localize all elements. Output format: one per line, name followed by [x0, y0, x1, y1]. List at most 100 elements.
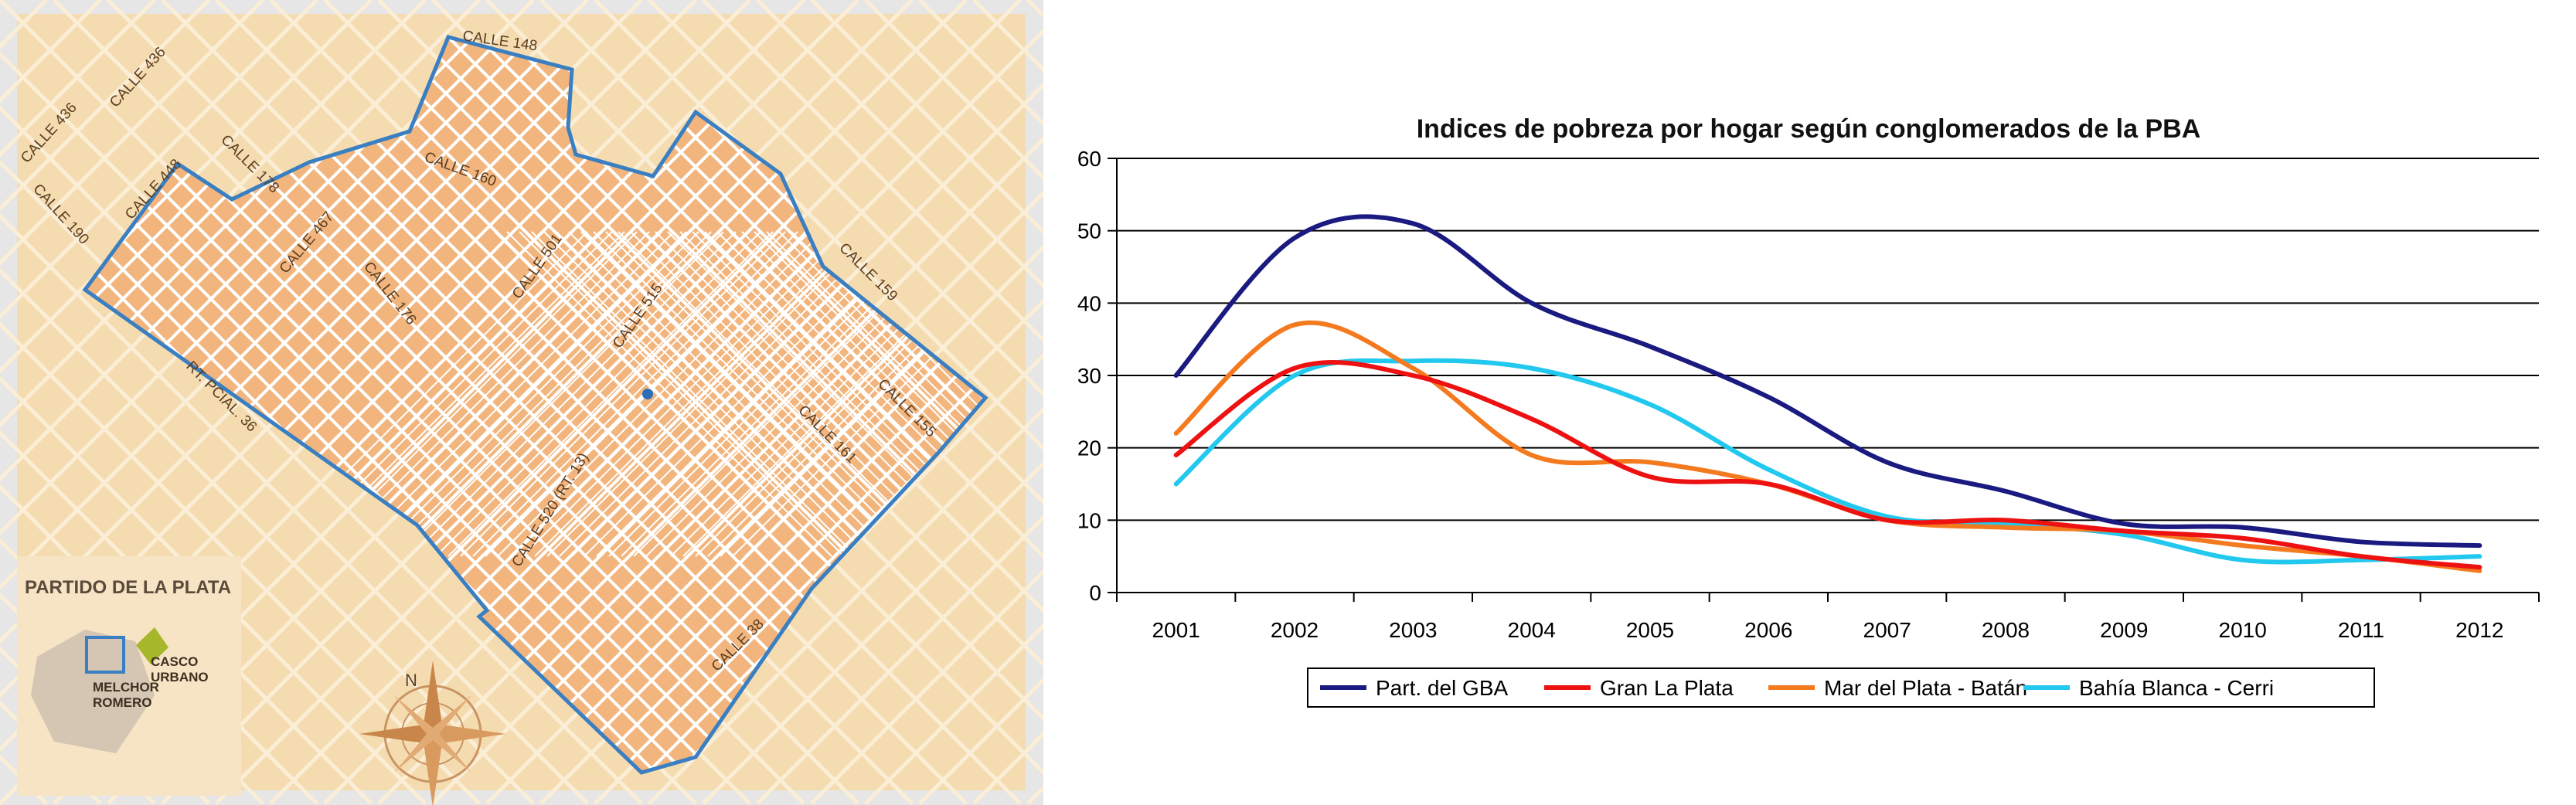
- street-line: [85, 37, 658, 773]
- street-line: [0, 0, 481, 482]
- street-line: [778, 231, 985, 557]
- street-line: [810, 0, 1043, 235]
- street-line: [0, 0, 11, 803]
- series-line: [1173, 214, 2482, 549]
- series-line: [1173, 358, 2482, 565]
- x-tick-label: 2001: [1152, 618, 1200, 642]
- x-tick-label: 2009: [2100, 618, 2148, 642]
- inset-melchor-label: ROMERO: [93, 695, 152, 710]
- street-line: [648, 0, 1043, 397]
- x-tick-label: 2003: [1389, 618, 1437, 642]
- street-line: [559, 231, 885, 557]
- street-line: [534, 231, 860, 557]
- street-line: [519, 231, 845, 557]
- map-panel: CALLE 148 CALLE 436 CALLE 436 CALLE 448 …: [0, 0, 1043, 805]
- street-line: [0, 0, 210, 212]
- street-line: [744, 231, 985, 557]
- street-line: [506, 231, 832, 557]
- street-line: [702, 0, 1043, 343]
- y-tick-label: 10: [1077, 508, 1101, 532]
- street-line: [498, 37, 985, 773]
- street-line: [864, 623, 1043, 805]
- street-line: [361, 231, 687, 557]
- inset-melchor-label: MELCHOR: [93, 680, 159, 695]
- inset-casco-marker: [136, 627, 168, 664]
- street-line: [439, 37, 985, 773]
- street-line: [741, 231, 985, 557]
- street-line: [423, 231, 749, 557]
- inset-title: PARTIDO DE LA PLATA: [25, 577, 231, 598]
- street-line: [522, 231, 848, 557]
- x-tick-label: 2011: [2338, 618, 2384, 642]
- street-line: [435, 231, 761, 557]
- legend-label: Mar del Plata - Batán: [1824, 676, 2027, 700]
- street-line: [497, 231, 823, 557]
- street-line: [0, 0, 373, 374]
- y-tick-label: 30: [1077, 364, 1101, 388]
- x-tick-label: 2004: [1508, 618, 1556, 642]
- street-line: [571, 231, 897, 557]
- street-line: [0, 0, 318, 320]
- chart-legend: Part. del GBA Gran La Plata Mar del Plata …: [1307, 667, 2375, 708]
- street-line: [586, 37, 985, 773]
- series-line: [1173, 360, 2482, 570]
- street-line: [543, 231, 869, 557]
- street-line: [605, 231, 931, 557]
- street-line: [349, 231, 675, 557]
- street-line: [720, 231, 985, 557]
- street-line: [864, 0, 1043, 181]
- inset-casco-label: URBANO: [151, 670, 209, 684]
- district-border: [82, 35, 989, 775]
- street-line: [0, 0, 11, 803]
- x-tick-label: 2008: [1982, 618, 2030, 642]
- street-line: [729, 231, 985, 557]
- street-line: [386, 231, 712, 557]
- y-tick-label: 50: [1077, 219, 1101, 243]
- street-line: [586, 37, 985, 773]
- street-line: [766, 231, 985, 557]
- street-line: [716, 231, 985, 557]
- inset-casco-label: CASCO: [151, 654, 198, 669]
- street-line: [447, 231, 774, 557]
- street-line: [410, 231, 737, 557]
- x-tick-label: 2012: [2455, 618, 2503, 642]
- legend-label: Gran La Plata: [1600, 676, 1734, 700]
- y-tick-label: 40: [1077, 291, 1101, 315]
- legend-label: Part. del GBA: [1376, 676, 1509, 700]
- street-line: [702, 460, 1043, 805]
- y-tick-label: 60: [1077, 147, 1101, 171]
- street-line: [580, 231, 907, 557]
- chart-axes: 0 10 20 30 40 50 60 2001 2002 2003 2004 2005 2006 200…: [1077, 147, 2540, 642]
- street-line: [546, 231, 873, 557]
- street-line: [556, 231, 882, 557]
- poverty-chart: Indices de pobreza por hogar según congl…: [1077, 114, 2540, 708]
- street-line: [527, 37, 985, 773]
- street-line: [756, 515, 1043, 805]
- inset-locator: PARTIDO DE LA PLATA MELCHOR ROMERO CASCO…: [17, 556, 241, 796]
- x-tick-label: 2002: [1271, 618, 1319, 642]
- street-line: [468, 37, 985, 773]
- street-line: [618, 231, 944, 557]
- street-line: [531, 231, 857, 557]
- street-line: [336, 231, 662, 557]
- compass-north-label: N: [405, 671, 417, 690]
- street-line: [472, 231, 798, 557]
- street-line: [648, 406, 1043, 805]
- street-line: [0, 0, 264, 266]
- street-line: [494, 231, 820, 557]
- street-line: [568, 231, 894, 557]
- street-line: [85, 37, 688, 773]
- inset-melchor-box: [85, 636, 125, 674]
- street-line: [373, 231, 699, 557]
- street-line: [556, 37, 985, 773]
- legend-label: Bahía Blanca - Cerri: [2079, 676, 2274, 700]
- location-marker: [642, 389, 653, 399]
- street-line: [509, 231, 835, 557]
- street-line: [0, 0, 156, 158]
- street-line: [810, 569, 1043, 805]
- street-line: [593, 231, 919, 557]
- x-tick-label: 2005: [1626, 618, 1674, 642]
- compass-rose-icon: N: [359, 661, 506, 805]
- street-line: [754, 231, 985, 557]
- x-tick-label: 2006: [1744, 618, 1792, 642]
